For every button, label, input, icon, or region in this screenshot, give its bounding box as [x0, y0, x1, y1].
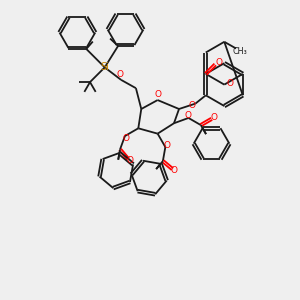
- Text: O: O: [188, 100, 195, 109]
- Text: O: O: [184, 111, 191, 120]
- Text: O: O: [215, 58, 222, 68]
- Text: CH₃: CH₃: [232, 47, 247, 56]
- Text: O: O: [171, 166, 178, 175]
- Text: O: O: [126, 156, 133, 165]
- Text: O: O: [123, 134, 130, 142]
- Text: O: O: [116, 70, 123, 79]
- Text: O: O: [226, 79, 233, 88]
- Text: Si: Si: [100, 62, 109, 72]
- Text: O: O: [164, 141, 171, 150]
- Text: O: O: [155, 90, 162, 99]
- Text: O: O: [210, 113, 217, 122]
